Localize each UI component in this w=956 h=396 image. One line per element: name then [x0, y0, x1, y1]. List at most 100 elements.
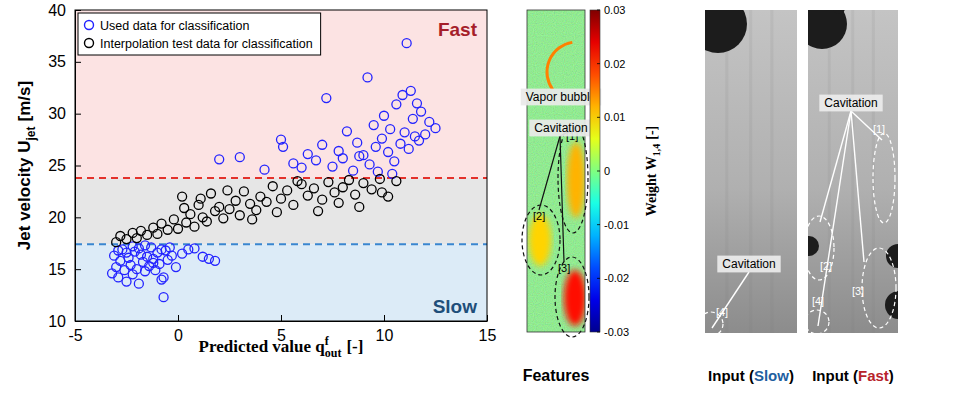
- colorbar-tick-label: 0.02: [604, 58, 625, 70]
- annotation-line: [820, 111, 851, 222]
- point: [235, 211, 244, 220]
- input-image: [808, 10, 898, 333]
- marker-label: [1]: [873, 123, 885, 135]
- vapor-bubble-arc: [547, 42, 572, 89]
- colorbar-tick: [597, 224, 600, 225]
- point: [155, 259, 164, 268]
- y-axis-title-sub: jet: [24, 127, 38, 142]
- point: [431, 124, 440, 133]
- region-outline: [873, 133, 895, 223]
- region-label: [2]: [533, 210, 545, 222]
- annotation-line: [712, 272, 749, 328]
- legend-box: [78, 13, 321, 55]
- caption-part: ): [789, 367, 794, 384]
- point: [312, 156, 321, 165]
- point: [178, 192, 187, 201]
- x-tick: 0: [174, 315, 183, 344]
- point: [157, 245, 166, 254]
- point: [141, 241, 150, 250]
- y-tick-label: 15: [48, 261, 66, 278]
- point: [157, 275, 166, 284]
- point: [415, 136, 424, 145]
- marker-label: [4]: [716, 306, 728, 318]
- point: [272, 208, 281, 217]
- threshold-line: [75, 177, 487, 179]
- point: [171, 263, 180, 272]
- annotation-line: [818, 111, 851, 326]
- legend: Used data for classificationInterpolatio…: [78, 13, 321, 55]
- y-axis-title-unit: [m/s]: [15, 81, 34, 122]
- region-upper: [75, 10, 487, 178]
- point: [390, 157, 399, 166]
- bubble: [886, 244, 898, 268]
- point: [344, 176, 353, 185]
- point: [342, 127, 351, 136]
- point: [225, 205, 234, 214]
- point: [375, 174, 384, 183]
- point: [159, 293, 168, 302]
- point: [120, 266, 129, 275]
- annotation-box: [529, 120, 592, 137]
- colorbar-tick: [597, 63, 600, 64]
- y-tick: 20: [48, 209, 81, 226]
- y-tick-mark: [75, 62, 81, 63]
- plot-frame: [75, 10, 487, 321]
- point: [328, 162, 337, 171]
- caption-part: Fast: [858, 367, 889, 384]
- point: [408, 114, 417, 123]
- marker-label: [4]: [812, 295, 824, 307]
- annotation-box: [717, 256, 780, 273]
- point: [159, 273, 168, 282]
- image-annotations: [1][2][3][4]Cavitation: [804, 95, 896, 334]
- image-streak: [725, 10, 728, 333]
- point: [309, 184, 318, 193]
- x-axis-title-unit: [-]: [346, 337, 363, 356]
- point: [318, 195, 327, 204]
- y-tick: 25: [48, 157, 81, 174]
- annotation-label: Vapor bubble: [526, 90, 597, 104]
- y-axis: 10152025303540: [48, 2, 81, 330]
- point: [293, 177, 302, 186]
- x-tick-label: 10: [376, 327, 394, 344]
- annotation-label: Cavitation: [824, 96, 877, 110]
- point: [169, 215, 178, 224]
- x-axis-title-sub: out: [325, 346, 342, 360]
- colorbar-tick-label: -0.02: [604, 272, 629, 284]
- y-tick: 15: [48, 261, 81, 278]
- legend-label: Interpolation test data for classificati…: [100, 37, 313, 51]
- point: [149, 258, 158, 267]
- point: [260, 165, 269, 174]
- point: [167, 251, 176, 260]
- image-streak: [872, 10, 875, 333]
- region-outline: [862, 248, 896, 328]
- point: [367, 185, 376, 194]
- y-tick-mark: [75, 114, 81, 115]
- image-streak: [828, 10, 831, 333]
- point: [219, 214, 228, 223]
- x-tick: 10: [376, 315, 394, 344]
- plot-area: [75, 10, 487, 321]
- point: [402, 39, 411, 48]
- point: [196, 194, 205, 203]
- annotation-label: Cavitation: [722, 257, 775, 271]
- x-tick-label: 15: [479, 327, 497, 344]
- caption-part: Input (: [812, 367, 858, 384]
- colorbar-tick-label: -0.01: [604, 219, 629, 231]
- point: [406, 86, 415, 95]
- y-tick: 30: [48, 105, 81, 122]
- colorbar-tick: [597, 332, 600, 333]
- label-box: Vapor bubble: [521, 89, 602, 106]
- y-tick: 35: [48, 53, 81, 70]
- point: [163, 225, 172, 234]
- point: [392, 177, 401, 186]
- annotation-box: [521, 89, 602, 106]
- bubble: [808, 10, 847, 49]
- point: [283, 186, 292, 195]
- y-tick-label: 35: [48, 53, 66, 70]
- point: [318, 140, 327, 149]
- image-background: [705, 10, 797, 333]
- colorbar-tick: [597, 10, 600, 11]
- caption-part: Input (: [708, 367, 754, 384]
- annotation-line: [560, 136, 564, 262]
- legend-item: Interpolation test data for classificati…: [85, 37, 313, 51]
